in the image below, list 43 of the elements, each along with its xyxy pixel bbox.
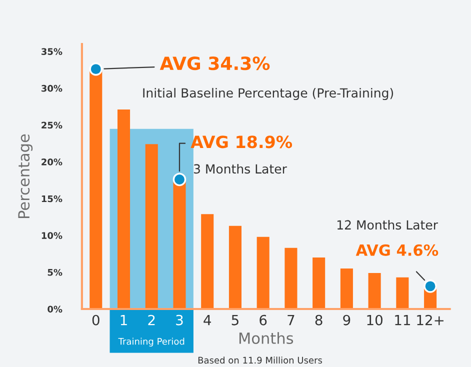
bar — [90, 69, 102, 310]
annotation: 12 Months Later — [337, 220, 438, 230]
x-tick-label: 12+ — [417, 314, 444, 326]
y-tick-label: 30% — [42, 84, 62, 92]
bar — [368, 272, 381, 310]
x-tick-label: 7 — [288, 314, 294, 326]
x-tick-label: 4 — [204, 314, 211, 326]
x-tick-label: 9 — [343, 314, 350, 326]
bar — [284, 248, 298, 310]
bar — [340, 268, 353, 310]
bar — [145, 144, 158, 310]
x-tick-label: 1 — [120, 314, 127, 326]
annotation: AVG 4.6% — [356, 244, 438, 256]
bar — [312, 257, 326, 310]
annotation: 3 Months Later — [194, 164, 287, 174]
y-tick-label: 35% — [42, 48, 62, 55]
x-tick-label: 5 — [232, 314, 238, 326]
band-label: Training Period — [118, 338, 184, 347]
y-tick-label: 20% — [42, 158, 62, 166]
y-tick-label: 10% — [42, 232, 62, 239]
y-tick-label: 5% — [48, 268, 62, 276]
y-tick-label: 0% — [48, 306, 62, 313]
bar — [117, 110, 130, 310]
bar — [228, 226, 242, 310]
annotation: AVG 18.9% — [190, 136, 292, 148]
y-tick-label: 25% — [42, 122, 62, 129]
y-tick-label: 15% — [42, 195, 62, 202]
x-tick-label: 3 — [176, 314, 183, 326]
x-tick-label: 0 — [92, 314, 100, 326]
x-axis-title: Months — [239, 332, 294, 344]
x-tick-label: 10 — [367, 314, 382, 326]
bar — [201, 214, 214, 310]
annotation: AVG 34.3% — [160, 56, 270, 70]
annotation: Initial Baseline Percentage (Pre-Training) — [143, 88, 394, 100]
x-tick-label: 6 — [260, 314, 267, 326]
y-axis-title: Percentage — [18, 134, 33, 218]
bar — [256, 236, 270, 310]
bar — [173, 179, 186, 310]
x-tick-label: 11 — [395, 314, 410, 326]
bar — [396, 277, 409, 310]
x-tick-label: 8 — [315, 314, 322, 326]
text: Based on 11.9 Million Users — [198, 356, 322, 364]
x-tick-label: 2 — [148, 314, 155, 326]
